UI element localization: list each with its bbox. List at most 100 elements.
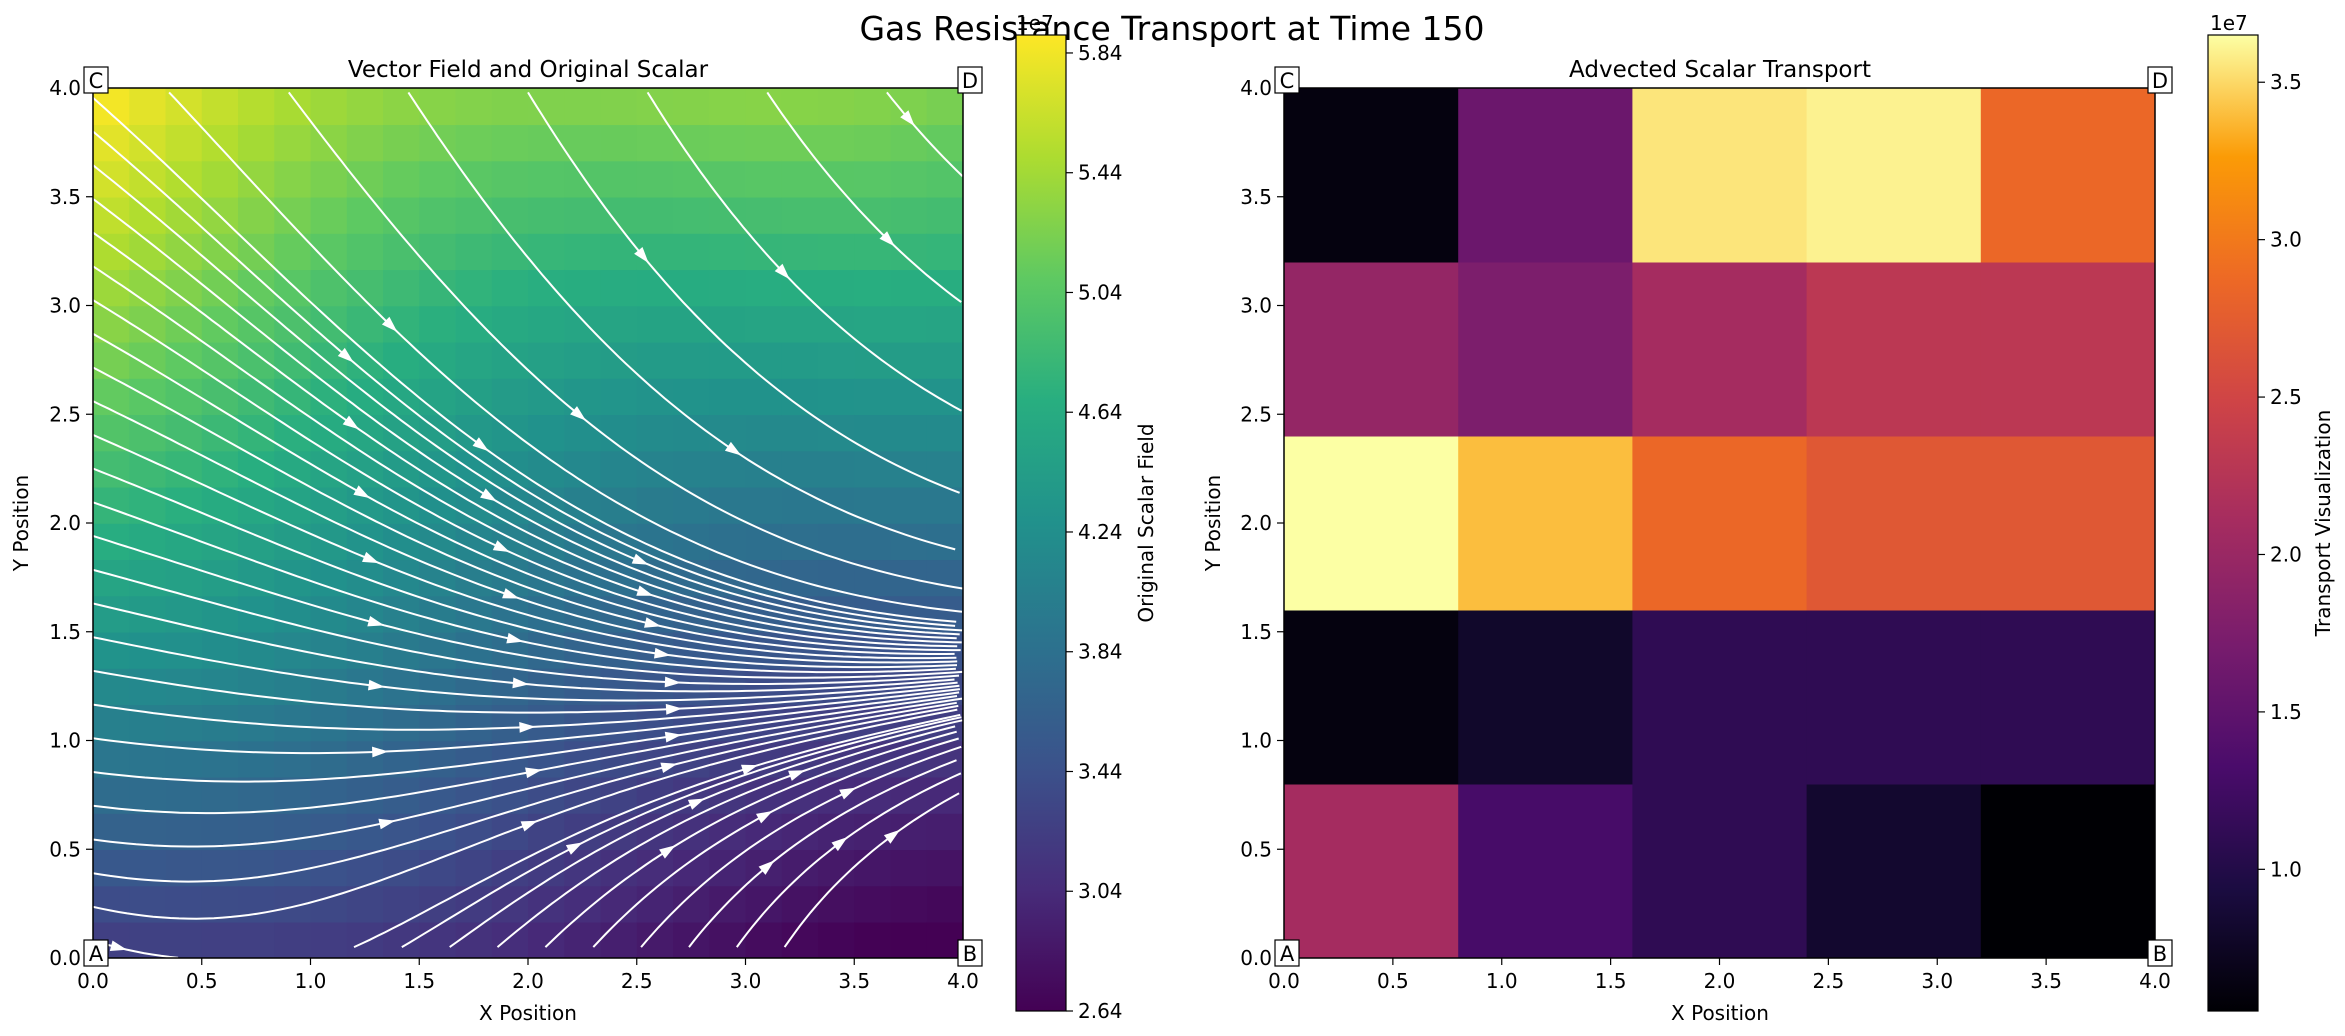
heatmap-cell-r3-c2 xyxy=(1632,262,1808,437)
scalar-field-cell xyxy=(636,414,674,452)
scalar-field-cell xyxy=(890,269,928,307)
scalar-field-cell xyxy=(201,124,239,162)
right-y-ticks: 0.0 0.5 1.0 1.5 2.0 2.5 3.0 3.5 4.0 xyxy=(1240,76,1284,970)
scalar-field-cell xyxy=(781,160,819,198)
scalar-field-cell xyxy=(745,305,783,343)
right-x-tick-label-8: 4.0 xyxy=(2139,969,2171,993)
scalar-field-cell xyxy=(528,813,566,851)
scalar-field-cell xyxy=(745,486,783,524)
scalar-field-cell xyxy=(890,849,928,887)
scalar-field-cell xyxy=(781,414,819,452)
scalar-field-cell xyxy=(238,740,276,778)
scalar-field-cell xyxy=(564,776,602,814)
streamline-arrow xyxy=(756,810,773,824)
scalar-field-cell xyxy=(383,160,421,198)
scalar-field-cell xyxy=(636,124,674,162)
scalar-field-cell xyxy=(274,450,312,488)
scalar-field-cell xyxy=(419,740,457,778)
heatmap-cell-r3-c0 xyxy=(1284,262,1459,437)
scalar-field-cell xyxy=(709,233,747,271)
streamline-arrow xyxy=(900,110,915,127)
scalar-field-cell xyxy=(419,631,457,669)
heatmap-cell-r0-c1 xyxy=(1458,784,1633,958)
streamline-arrow xyxy=(660,762,678,773)
streamline-arrow xyxy=(506,632,524,644)
scalar-field-cell xyxy=(201,813,239,851)
right-chart: Advected Scalar Transport 0.0 0.5 1.0 1.5 2.… xyxy=(1201,57,2173,1025)
scalar-field-cell xyxy=(310,269,348,307)
streamline-arrow xyxy=(520,820,538,832)
scalar-field-cell xyxy=(455,341,493,379)
scalar-field-cell xyxy=(419,523,457,561)
scalar-field-cell xyxy=(129,450,167,488)
scalar-field-cell xyxy=(491,486,529,524)
left-colorbar-tick-label-3: 3.84 xyxy=(1078,640,1123,664)
scalar-field-cell xyxy=(129,559,167,597)
scalar-field-cell xyxy=(238,160,276,198)
scalar-field-cell xyxy=(745,269,783,307)
right-colorbar-label: Transport Visualization xyxy=(2311,410,2335,638)
scalar-field-cell xyxy=(600,486,638,524)
streamline-arrow xyxy=(758,860,775,875)
right-x-tick-label-4: 2.0 xyxy=(1704,969,1736,993)
scalar-field-cell xyxy=(419,849,457,887)
scalar-field-cell xyxy=(926,559,963,597)
corner-marker-d: D xyxy=(957,66,983,94)
scalar-field-cell xyxy=(419,813,457,851)
scalar-field-cell xyxy=(201,233,239,271)
scalar-field-cell xyxy=(528,196,566,234)
scalar-field-cell xyxy=(854,849,892,887)
scalar-field-cell xyxy=(926,813,963,851)
streamline-arrow xyxy=(367,616,385,627)
corner-label-c: C xyxy=(89,69,104,93)
scalar-field-cell xyxy=(310,88,348,126)
heatmap-cell-r0-c2 xyxy=(1632,784,1808,958)
streamline xyxy=(93,164,963,632)
scalar-field-cell xyxy=(890,885,928,923)
scalar-field-cell xyxy=(890,450,928,488)
scalar-field-cell xyxy=(926,523,963,561)
scalar-field-cell xyxy=(709,921,747,958)
heatmap-cell-r2-c1 xyxy=(1458,436,1633,611)
scalar-field-cell xyxy=(564,88,602,126)
scalar-field-cell xyxy=(165,124,203,162)
streamline-arrow xyxy=(774,263,790,280)
scalar-field-cell xyxy=(310,414,348,452)
scalar-field-cell xyxy=(564,196,602,234)
scalar-field-cell xyxy=(491,668,529,706)
scalar-field-cell xyxy=(600,196,638,234)
heatmap-cell-r1-c4 xyxy=(1980,610,2155,785)
streamline xyxy=(93,695,958,783)
corner-label-b: B xyxy=(963,942,977,966)
scalar-field-cell xyxy=(165,776,203,814)
scalar-field-cell xyxy=(745,523,783,561)
scalar-field-cell xyxy=(818,450,856,488)
scalar-field-cell xyxy=(238,341,276,379)
scalar-field-cell xyxy=(600,160,638,198)
scalar-field-cell xyxy=(890,776,928,814)
heatmap-cell-r4-c4 xyxy=(1980,88,2155,263)
corner-marker-c-right: C xyxy=(1274,66,1300,94)
corner-marker-d-right: D xyxy=(2147,66,2173,94)
scalar-field-cell xyxy=(419,88,457,126)
scalar-field-cell xyxy=(854,776,892,814)
corner-label-a-right: A xyxy=(1280,942,1295,966)
scalar-field-cell xyxy=(854,88,892,126)
transport-cells xyxy=(1284,88,2155,958)
scalar-field-cell xyxy=(346,124,384,162)
figure-title: Gas Resistance Transport at Time 150 xyxy=(859,9,1484,48)
scalar-field-cell xyxy=(890,233,928,271)
scalar-field-cell xyxy=(201,631,239,669)
scalar-field-cell xyxy=(274,305,312,343)
scalar-field-cell xyxy=(310,305,348,343)
streamline xyxy=(766,91,962,303)
scalar-field-cell xyxy=(129,776,167,814)
right-colorbar: 1e7 1.0 1.5 2.0 2.5 3.0 3.5 Transport Visuali… xyxy=(2207,11,2335,1012)
scalar-field-cell xyxy=(636,450,674,488)
scalar-field-cell xyxy=(310,160,348,198)
corner-marker-b-right: B xyxy=(2147,939,2173,967)
heatmap-cell-r0-c4 xyxy=(1980,784,2155,958)
left-y-ticks: 0.0 0.5 1.0 1.5 2.0 2.5 3.0 3.5 4.0 xyxy=(49,76,93,970)
left-colorbar-tick-label-4: 4.24 xyxy=(1078,520,1123,544)
scalar-field-cell xyxy=(745,668,783,706)
